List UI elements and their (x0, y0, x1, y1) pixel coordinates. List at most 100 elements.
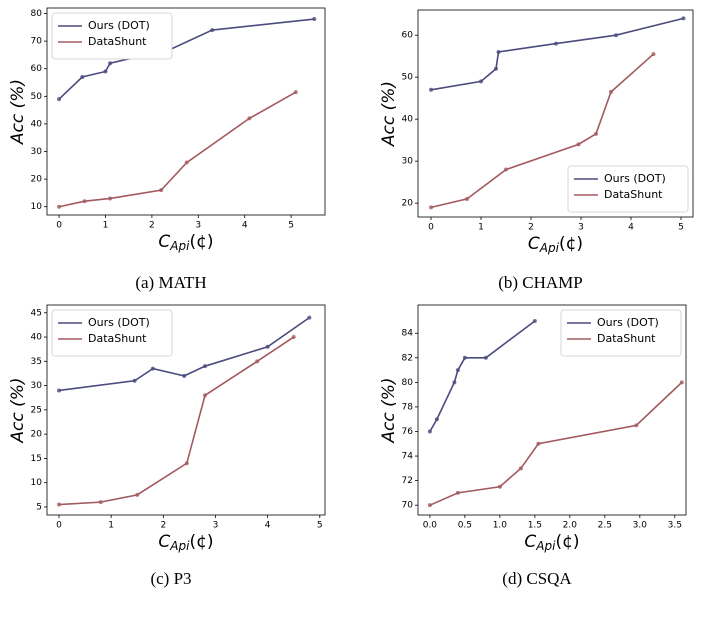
x-tick-label: 4 (265, 521, 271, 531)
x-tick-label: 2 (160, 521, 166, 531)
data-point (462, 355, 467, 360)
data-point (307, 315, 312, 320)
x-axis-label: CApi(¢) (158, 232, 213, 253)
plot-frame (46, 7, 326, 216)
data-point (536, 441, 541, 446)
x-tick-label: 1.0 (493, 521, 508, 531)
data-line (429, 381, 683, 506)
x-axis-var: C (158, 532, 170, 552)
data-point (497, 484, 502, 489)
data-point (132, 378, 137, 383)
data-point (465, 196, 469, 201)
data-point (255, 359, 260, 364)
y-tick-label: 50 (402, 73, 414, 83)
data-line (58, 91, 297, 208)
y-tick-label: 82 (402, 353, 413, 363)
x-tick-label: 5 (678, 223, 684, 233)
data-point (312, 17, 317, 22)
x-axis-label: CApi(¢) (524, 532, 579, 553)
x-axis-label: CApi(¢) (158, 532, 213, 553)
x-axis-unit: (¢) (559, 234, 583, 254)
x-tick-label: 5 (317, 521, 323, 531)
x-tick-label: 0 (428, 223, 434, 233)
data-point (429, 205, 433, 210)
panel: 0.0 0.5 1.0 1.5 2.0 2.5 3.0 3.5 70 72 74 76 78 80 82 84… (379, 304, 687, 588)
data-point (427, 429, 432, 434)
data-point (98, 500, 103, 505)
data-point (56, 502, 61, 507)
x-axis-sub: Api (535, 539, 556, 553)
x-tick-label: 2 (149, 221, 155, 231)
legend-box (567, 165, 689, 213)
x-tick-label: 1 (108, 521, 114, 531)
x-axis-label: CApi(¢) (528, 234, 583, 255)
y-tick-label: 25 (31, 405, 42, 415)
y-tick-label: 40 (31, 333, 43, 343)
data-point (57, 204, 62, 209)
data-point (210, 28, 215, 33)
x-tick-label: 0.5 (458, 521, 472, 531)
y-tick-label: 40 (402, 115, 414, 125)
y-tick-label: 10 (31, 478, 43, 488)
y-tick-label: 20 (31, 175, 43, 185)
y-tick-label: 76 (402, 427, 414, 437)
y-axis-label: Acc (%) (8, 377, 28, 443)
caption: (a) MATH (135, 273, 206, 292)
data-point (504, 167, 508, 172)
data-point (679, 380, 684, 385)
x-axis-sub: Api (169, 239, 190, 253)
x-tick-label: 0 (56, 521, 62, 531)
data-point (496, 49, 501, 54)
plot-frame (417, 304, 687, 516)
data-point (56, 388, 61, 393)
data-point (554, 41, 558, 46)
y-axis-label: Acc (%) (379, 377, 399, 443)
data-point (576, 142, 581, 147)
data-point (452, 380, 457, 385)
x-axis-unit: (¢) (189, 232, 213, 252)
y-tick-label: 80 (402, 378, 414, 388)
data-line (430, 17, 684, 91)
data-point (203, 393, 208, 398)
data-point (80, 75, 85, 79)
x-tick-label: 3.5 (668, 521, 682, 531)
data-point (614, 33, 618, 38)
y-axis-label: Acc (%) (8, 79, 28, 145)
y-tick-label: 74 (402, 452, 414, 462)
data-point (184, 160, 189, 165)
panel: 0 1 2 3 4 5 10 20 30 40 50 60 70 80 Ours (DOT) DataShun… (8, 7, 326, 292)
data-point (427, 503, 432, 508)
x-tick-label: 2.5 (598, 521, 612, 531)
data-point (159, 188, 164, 193)
x-tick-label: 3 (578, 223, 584, 233)
x-tick-label: 1 (478, 223, 484, 233)
legend-box (560, 309, 682, 357)
x-tick-label: 4 (242, 221, 248, 231)
data-point (82, 199, 87, 204)
panel: 0 1 2 3 4 5 20 30 40 50 60 Ours (DOT) DataShunt Acc (… (379, 9, 694, 292)
data-point (429, 87, 433, 92)
data-point (108, 61, 113, 66)
data-point (434, 417, 439, 422)
caption: (c) P3 (150, 569, 191, 588)
x-tick-label: 3 (213, 521, 219, 531)
x-axis-sub: Api (539, 241, 560, 255)
y-tick-label: 70 (402, 501, 414, 511)
x-tick-label: 4 (628, 223, 634, 233)
x-tick-label: 3 (195, 221, 201, 231)
data-point (609, 89, 613, 94)
data-point (203, 364, 208, 369)
data-point (651, 52, 656, 57)
x-tick-label: 5 (288, 221, 294, 231)
x-axis-sub: Api (169, 539, 190, 553)
data-point (293, 90, 298, 95)
data-point (532, 318, 537, 323)
y-tick-label: 78 (402, 402, 414, 412)
legend-label: DataShunt (604, 188, 663, 201)
data-point (103, 69, 108, 74)
y-tick-label: 84 (402, 329, 414, 339)
data-point (483, 355, 488, 360)
legend-box (51, 12, 173, 60)
x-tick-label: 2 (528, 223, 534, 233)
